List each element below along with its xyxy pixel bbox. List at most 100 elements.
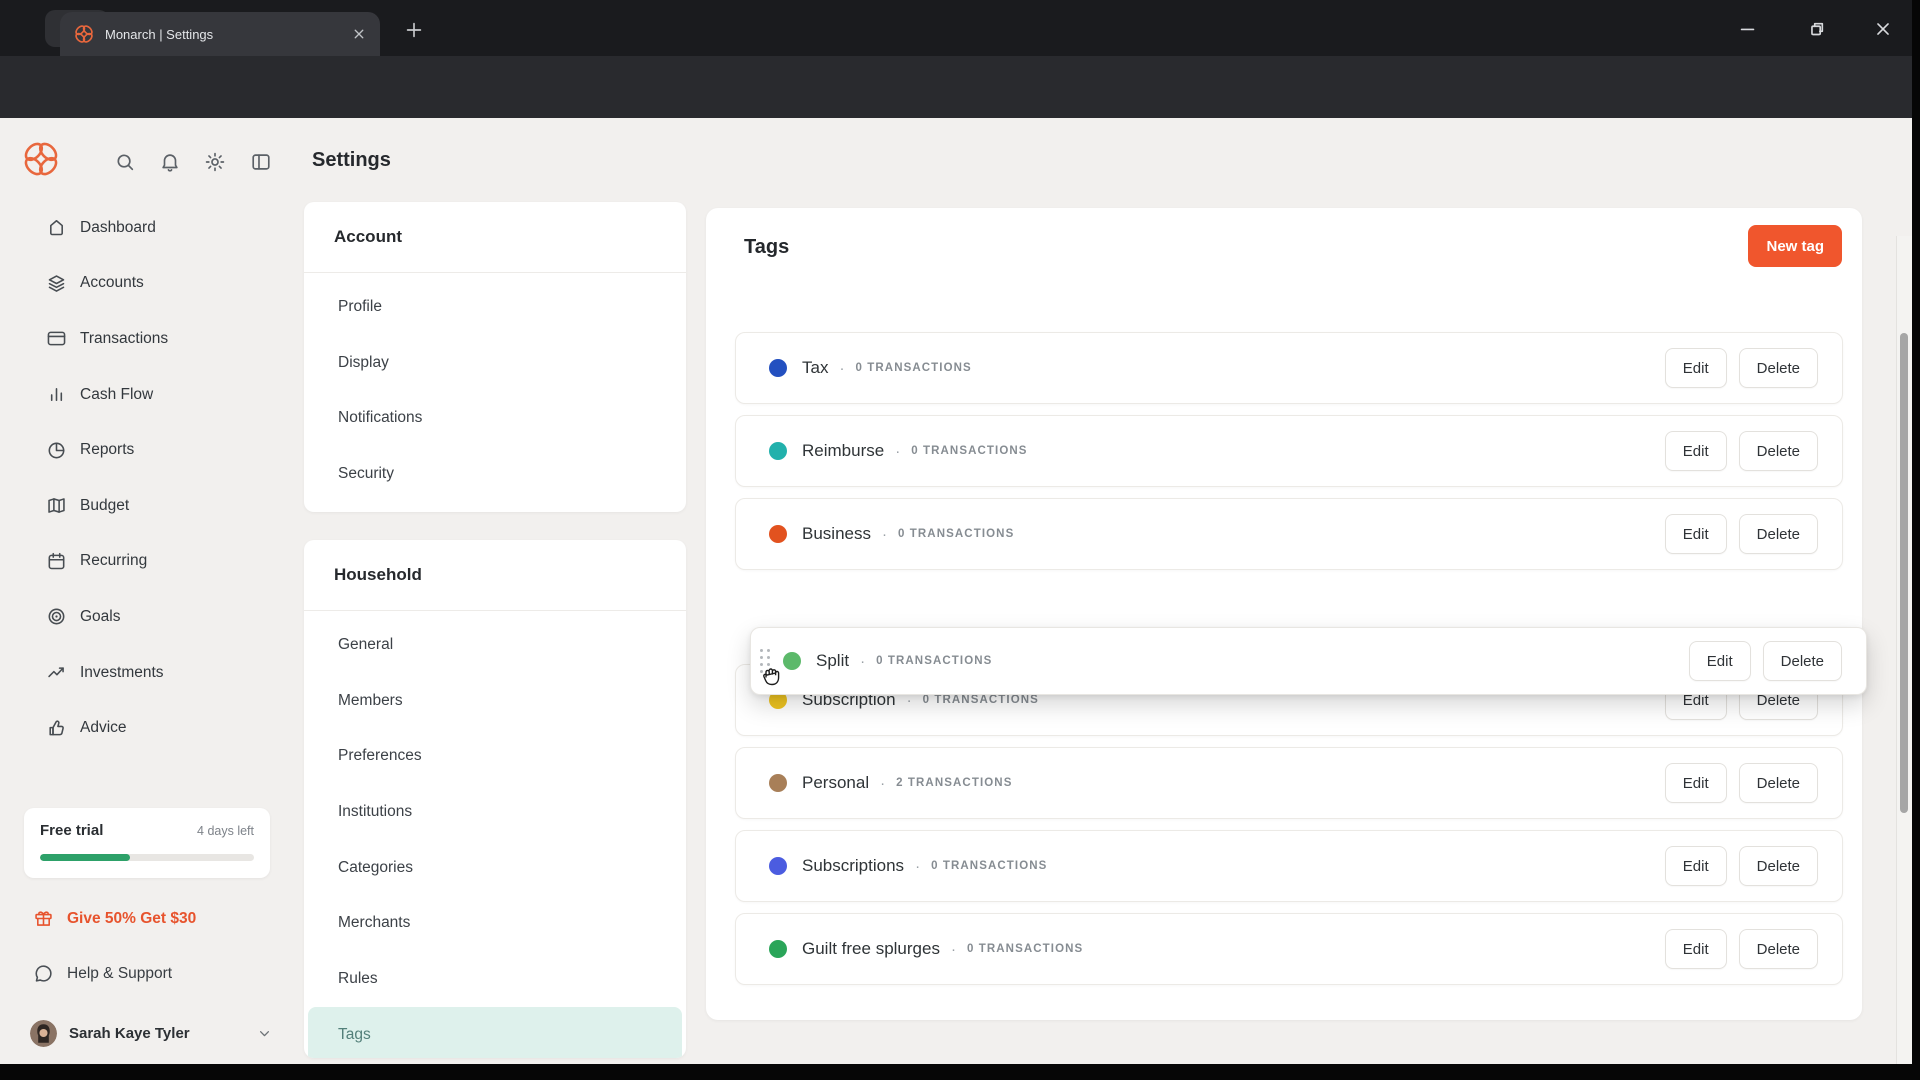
- scrollbar-track[interactable]: [1896, 236, 1913, 1080]
- tag-transaction-count: 0 TRANSACTIONS: [911, 445, 1028, 457]
- edit-tag-button[interactable]: Edit: [1664, 348, 1727, 388]
- settings-nav-item-profile[interactable]: Profile: [338, 297, 382, 315]
- sidebar-item-transactions[interactable]: Transactions: [0, 311, 240, 367]
- tag-row-split[interactable]: Split · 0 TRANSACTIONS Edit Delete: [750, 627, 1867, 695]
- letterbox-bottom: [0, 1064, 1920, 1080]
- delete-tag-button[interactable]: Delete: [1738, 763, 1818, 803]
- sidebar-item-reports[interactable]: Reports: [0, 422, 240, 478]
- tag-row-guilt-free-splurges: Guilt free splurges · 0 TRANSACTIONS Edit De…: [735, 913, 1843, 985]
- sidebar-item-accounts[interactable]: Accounts: [0, 256, 240, 312]
- home-icon: [46, 217, 67, 238]
- sidebar-nav: Dashboard Accounts Transactions Cash Flow Re…: [0, 200, 240, 756]
- separator-dot: ·: [860, 652, 866, 670]
- browser-tab[interactable]: Monarch | Settings: [60, 12, 380, 56]
- delete-tag-button[interactable]: Delete: [1738, 514, 1818, 554]
- restore-button[interactable]: [1802, 14, 1832, 44]
- delete-tag-button[interactable]: Delete: [1762, 641, 1842, 681]
- page-title: Settings: [312, 149, 391, 171]
- edit-tag-button[interactable]: Edit: [1664, 929, 1727, 969]
- delete-tag-button[interactable]: Delete: [1738, 929, 1818, 969]
- edit-tag-button[interactable]: Edit: [1664, 431, 1727, 471]
- scrollbar-thumb[interactable]: [1900, 333, 1908, 813]
- new-tag-button[interactable]: New tag: [1748, 225, 1842, 267]
- help-support-link[interactable]: Help & Support: [33, 963, 172, 984]
- tags-panel: Tags New tag Tax · 0 TRANSACTIONS Edit Delet…: [706, 208, 1867, 1020]
- thumbs-up-icon: [46, 718, 67, 739]
- tag-transaction-count: 0 TRANSACTIONS: [966, 943, 1084, 955]
- tab-close-icon[interactable]: [350, 25, 368, 43]
- sidebar-item-label: Cash Flow: [80, 385, 154, 403]
- settings-nav-item-categories[interactable]: Categories: [338, 858, 413, 876]
- new-tab-button[interactable]: [400, 15, 430, 45]
- separator-dot: ·: [906, 691, 912, 709]
- referral-label: Give 50% Get $30: [67, 909, 197, 927]
- settings-nav-item-security[interactable]: Security: [338, 464, 394, 482]
- edit-tag-button[interactable]: Edit: [1688, 641, 1751, 681]
- target-icon: [46, 606, 67, 627]
- settings-nav-item-notifications[interactable]: Notifications: [338, 409, 423, 427]
- sidebar-item-label: Transactions: [80, 329, 169, 347]
- sidebar-item-dashboard[interactable]: Dashboard: [0, 200, 240, 256]
- tag-color-dot: [769, 525, 787, 543]
- edit-tag-button[interactable]: Edit: [1664, 514, 1727, 554]
- sidebar-item-investments[interactable]: Investments: [0, 645, 240, 701]
- close-button[interactable]: [1868, 14, 1898, 44]
- referral-link[interactable]: Give 50% Get $30: [33, 908, 196, 929]
- letterbox-right: [1912, 0, 1920, 1080]
- trial-progress-bar: [40, 854, 254, 861]
- settings-section-title: Household: [304, 540, 686, 611]
- browser-chrome: Monarch | Settings: [0, 0, 1920, 163]
- monarch-app: Settings Dashboard Accounts Transactions Ca…: [0, 118, 1920, 1080]
- settings-nav-item-rules[interactable]: Rules: [338, 969, 378, 987]
- chevron-down-icon: [259, 1031, 269, 1037]
- monarch-favicon-icon: [74, 24, 94, 44]
- tag-transaction-count: 0 TRANSACTIONS: [897, 528, 1015, 540]
- settings-nav-item-tags[interactable]: Tags: [308, 1006, 682, 1058]
- settings-nav-item-institutions[interactable]: Institutions: [338, 802, 413, 820]
- gift-icon: [35, 911, 52, 926]
- sidebar-toggle-icon[interactable]: [250, 151, 272, 173]
- search-icon[interactable]: [114, 151, 136, 173]
- tag-color-dot: [769, 442, 787, 460]
- bar-chart-icon: [46, 384, 67, 405]
- tag-name: Tax: [802, 358, 829, 377]
- tag-transaction-count: 0 TRANSACTIONS: [922, 694, 1039, 706]
- credit-card-icon: [46, 328, 67, 349]
- sidebar-item-recurring[interactable]: Recurring: [0, 534, 240, 590]
- sidebar-item-label: Dashboard: [80, 218, 156, 236]
- tag-name: Reimburse: [802, 441, 885, 460]
- tag-name: Guilt free splurges: [802, 939, 940, 958]
- tag-row-subscriptions: Subscriptions · 0 TRANSACTIONS Edit Delete: [735, 830, 1843, 902]
- delete-tag-button[interactable]: Delete: [1738, 846, 1818, 886]
- tag-color-dot: [769, 857, 787, 875]
- delete-tag-button[interactable]: Delete: [1738, 348, 1818, 388]
- sidebar-item-label: Investments: [80, 663, 164, 681]
- edit-tag-button[interactable]: Edit: [1664, 846, 1727, 886]
- trend-up-icon: [46, 662, 67, 683]
- tag-name: Personal: [802, 773, 870, 792]
- edit-tag-button[interactable]: Edit: [1664, 763, 1727, 803]
- delete-tag-button[interactable]: Delete: [1738, 431, 1818, 471]
- sidebar-item-advice[interactable]: Advice: [0, 700, 240, 756]
- settings-nav-item-merchants[interactable]: Merchants: [338, 914, 411, 932]
- bell-icon[interactable]: [159, 151, 181, 173]
- sidebar-item-goals[interactable]: Goals: [0, 589, 240, 645]
- tab-title: Monarch | Settings: [105, 26, 214, 42]
- tag-color-dot: [769, 940, 787, 958]
- tag-transaction-count: 0 TRANSACTIONS: [855, 362, 972, 374]
- drag-handle-icon[interactable]: [760, 649, 770, 673]
- layers-icon: [46, 273, 67, 294]
- minimize-button[interactable]: [1733, 14, 1763, 44]
- settings-nav-item-display[interactable]: Display: [338, 353, 389, 371]
- separator-dot: ·: [839, 359, 845, 377]
- settings-nav-item-preferences[interactable]: Preferences: [338, 747, 422, 765]
- separator-dot: ·: [895, 442, 901, 460]
- gear-icon[interactable]: [204, 151, 226, 173]
- sidebar-item-budget[interactable]: Budget: [0, 478, 240, 534]
- monarch-logo[interactable]: [22, 140, 60, 178]
- settings-nav-item-general[interactable]: General: [338, 635, 394, 653]
- sidebar-item-label: Accounts: [80, 274, 144, 292]
- settings-nav-item-members[interactable]: Members: [338, 691, 403, 709]
- user-menu[interactable]: Sarah Kaye Tyler: [30, 1020, 273, 1047]
- sidebar-item-cash-flow[interactable]: Cash Flow: [0, 367, 240, 423]
